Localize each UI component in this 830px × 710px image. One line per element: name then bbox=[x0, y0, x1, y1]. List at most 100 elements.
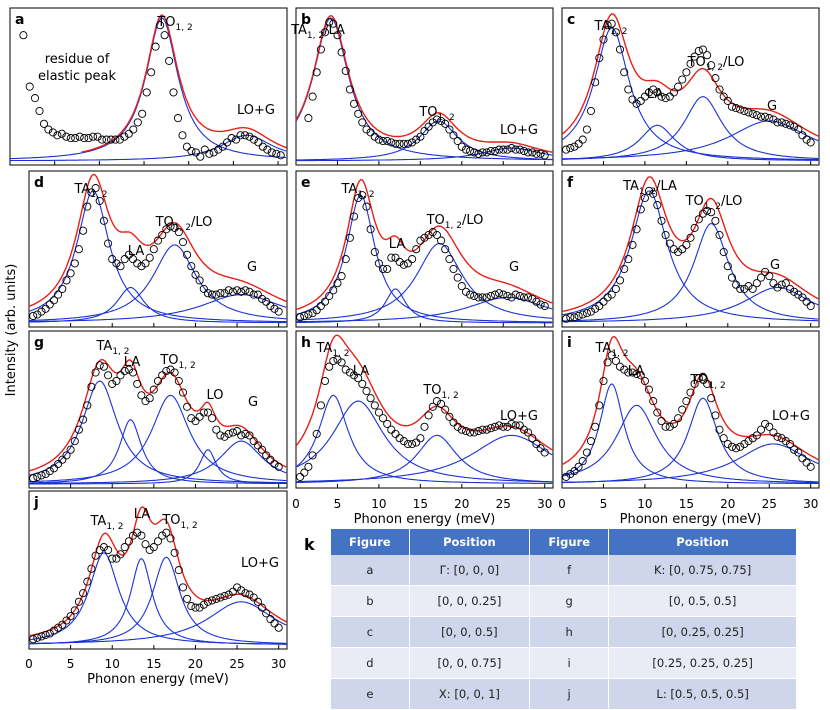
data-point bbox=[195, 603, 204, 612]
data-point bbox=[253, 441, 262, 450]
table-cell: [0, 0.5, 0.5] bbox=[608, 585, 796, 617]
data-point bbox=[79, 589, 88, 598]
data-point bbox=[374, 259, 383, 268]
data-point bbox=[358, 379, 367, 388]
panel-letter: b bbox=[301, 12, 311, 28]
component-curve bbox=[295, 296, 553, 323]
data-point bbox=[607, 19, 616, 28]
data-point bbox=[403, 139, 412, 148]
peak-label: TO1, 2/LO bbox=[155, 215, 213, 233]
fit-curve bbox=[28, 359, 287, 472]
data-point bbox=[603, 358, 612, 367]
component-curve bbox=[296, 434, 553, 484]
data-point bbox=[632, 369, 641, 378]
peak-label: TA1, 2 bbox=[593, 19, 627, 37]
peak-label: TO1, 2 bbox=[689, 373, 725, 391]
data-point bbox=[453, 136, 462, 146]
data-point bbox=[528, 434, 537, 443]
panel-j: j TA1, 2 LA TO1, 2 LO+G bbox=[28, 490, 288, 650]
data-point bbox=[453, 273, 462, 282]
data-point bbox=[769, 428, 778, 437]
data-point bbox=[191, 148, 200, 157]
data-point bbox=[89, 132, 98, 141]
data-point bbox=[178, 583, 188, 592]
data-point bbox=[45, 467, 54, 476]
data-point bbox=[312, 429, 321, 438]
table-cell: Γ: [0, 0, 0] bbox=[409, 555, 531, 586]
data-point bbox=[611, 356, 620, 366]
data-point bbox=[253, 597, 262, 606]
data-point bbox=[35, 106, 44, 116]
data-point bbox=[449, 264, 458, 274]
data-point bbox=[228, 587, 237, 596]
x-tick-label: 15 bbox=[679, 497, 694, 511]
data-point bbox=[270, 304, 279, 313]
data-point bbox=[445, 412, 454, 421]
data-point bbox=[147, 68, 156, 77]
component-curve bbox=[296, 147, 553, 162]
data-point bbox=[773, 283, 782, 292]
data-point bbox=[366, 128, 375, 137]
peak-label: TA1, 2/LA bbox=[290, 23, 345, 41]
panel-h: h TA1, 2 LA TO1, 2 LO+G bbox=[295, 330, 554, 489]
data-point bbox=[536, 149, 545, 158]
data-point bbox=[249, 290, 258, 299]
data-point bbox=[432, 230, 441, 240]
data-point bbox=[149, 543, 158, 552]
data-point bbox=[87, 382, 96, 391]
data-point bbox=[99, 362, 108, 371]
data-point bbox=[532, 297, 541, 306]
data-point bbox=[690, 52, 699, 61]
x-tick-label: 5 bbox=[600, 497, 608, 511]
fit-curve bbox=[295, 334, 553, 451]
data-point bbox=[308, 309, 317, 318]
data-point bbox=[345, 233, 354, 242]
panel-letter: h bbox=[301, 335, 311, 351]
data-point bbox=[599, 35, 608, 44]
data-point bbox=[270, 459, 279, 469]
data-point bbox=[337, 48, 346, 57]
data-point bbox=[794, 290, 803, 299]
table-cell: [0, 0, 0.5] bbox=[409, 616, 531, 648]
data-point bbox=[128, 531, 138, 540]
data-point bbox=[781, 437, 790, 446]
fit-curve bbox=[28, 173, 287, 308]
data-point bbox=[752, 111, 761, 120]
data-point bbox=[511, 145, 520, 154]
table-cell: [0, 0.25, 0.25] bbox=[608, 616, 796, 648]
data-point bbox=[178, 238, 188, 247]
data-point bbox=[29, 635, 38, 644]
data-point bbox=[39, 119, 49, 128]
x-tick-label: 5 bbox=[67, 657, 75, 671]
data-point bbox=[474, 293, 483, 302]
data-point bbox=[267, 148, 276, 157]
data-point bbox=[653, 201, 662, 210]
data-point bbox=[773, 118, 782, 127]
data-point bbox=[532, 149, 541, 158]
data-point bbox=[112, 376, 121, 386]
data-point bbox=[70, 259, 79, 268]
data-point bbox=[54, 459, 63, 469]
x-tick-label: 10 bbox=[105, 657, 120, 671]
data-point bbox=[752, 279, 761, 288]
panel-e: e TA1, 2 LA TO1, 2/LO G bbox=[295, 170, 554, 328]
data-point bbox=[227, 134, 236, 143]
data-point bbox=[266, 301, 275, 311]
data-point bbox=[220, 591, 229, 601]
data-point bbox=[736, 442, 745, 451]
data-point bbox=[765, 272, 774, 281]
data-point bbox=[160, 31, 169, 40]
component-curve bbox=[296, 242, 553, 321]
data-point bbox=[524, 293, 533, 302]
data-point bbox=[387, 253, 396, 262]
data-point bbox=[106, 135, 116, 144]
data-point bbox=[777, 434, 786, 443]
peak-label: LA bbox=[628, 364, 645, 379]
data-point bbox=[740, 284, 749, 293]
data-point bbox=[383, 419, 392, 428]
data-point bbox=[649, 189, 658, 198]
x-axis-label: Phonon energy (meV) bbox=[354, 512, 496, 527]
table-row: e X: [0, 0, 1] j L: [0.5, 0.5, 0.5] bbox=[331, 678, 796, 710]
x-tick-label: 0 bbox=[25, 657, 33, 671]
